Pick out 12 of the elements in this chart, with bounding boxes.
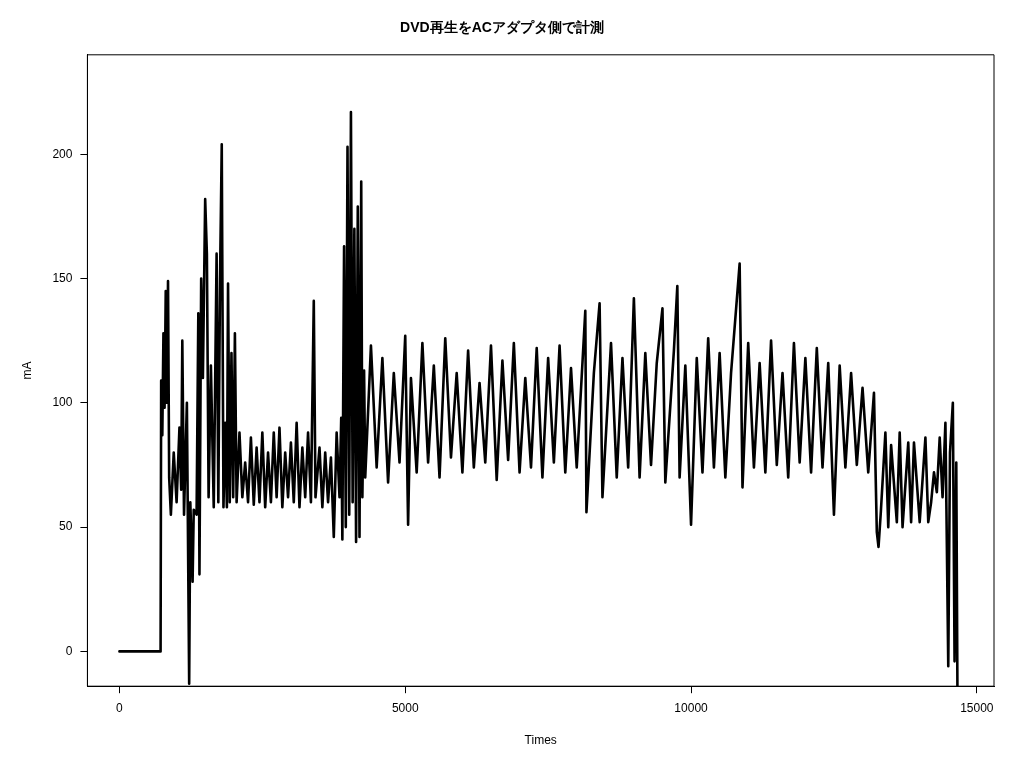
x-tick-label: 0	[116, 700, 124, 715]
y-axis-title: mA	[19, 361, 34, 380]
x-tick-label: 10000	[674, 700, 709, 715]
y-tick-label: 200	[52, 146, 73, 161]
chart-title: DVD再生をACアダプタ側で計測	[400, 19, 604, 36]
x-tick-label: 5000	[391, 700, 419, 715]
y-tick-label: 50	[59, 519, 73, 534]
y-tick-label: 150	[52, 270, 73, 285]
y-tick-label: 100	[52, 395, 73, 410]
y-tick-label: 0	[65, 643, 73, 658]
x-axis-title: Times	[524, 733, 557, 748]
x-tick-label: 15000	[960, 700, 994, 715]
